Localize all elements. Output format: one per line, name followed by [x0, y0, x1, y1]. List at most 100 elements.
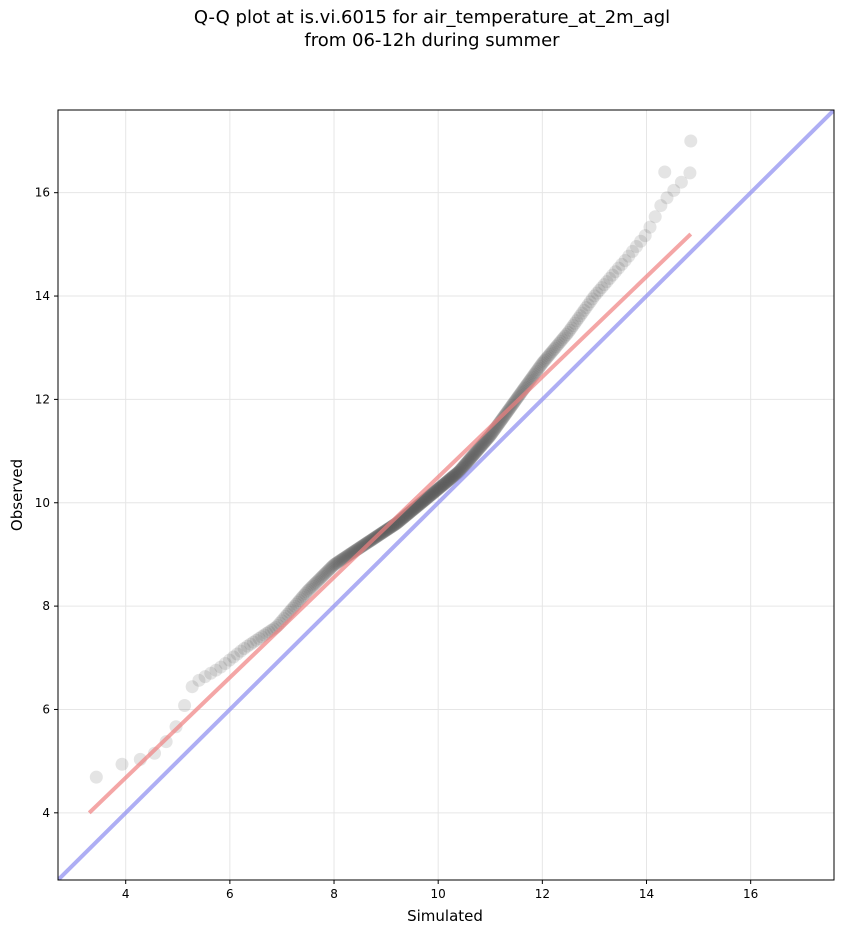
qq-point	[464, 451, 478, 465]
qq-point	[583, 295, 597, 309]
qq-point	[418, 493, 432, 507]
qq-point	[336, 552, 350, 566]
qq-point	[566, 319, 580, 333]
plot-frame	[57, 109, 835, 881]
qq-point	[334, 553, 348, 567]
qq-point	[420, 491, 434, 505]
qq-point	[448, 468, 462, 482]
qq-point	[303, 582, 317, 596]
qq-point	[555, 333, 569, 347]
qq-point	[442, 473, 456, 487]
qq-point	[333, 554, 347, 568]
qq-point	[424, 488, 438, 502]
qq-point	[218, 656, 232, 670]
qq-point	[429, 484, 443, 498]
qq-point	[547, 343, 561, 357]
qq-point	[472, 441, 486, 455]
qq-point	[427, 485, 441, 499]
qq-point	[585, 292, 599, 306]
qq-point	[412, 498, 426, 512]
qq-point	[335, 553, 349, 567]
qq-point	[457, 459, 471, 473]
qq-point	[470, 444, 484, 458]
qq-point	[540, 351, 554, 365]
qq-point	[450, 467, 464, 481]
qq-point	[552, 336, 566, 350]
qq-point	[683, 166, 697, 180]
qq-point	[590, 286, 604, 300]
qq-point	[477, 436, 491, 450]
qq-point	[495, 412, 509, 426]
qq-point	[558, 329, 572, 343]
qq-point	[329, 557, 343, 571]
qq-point	[600, 275, 614, 289]
y-tick-label: 4	[42, 806, 50, 820]
qq-point	[430, 483, 444, 497]
qq-point	[358, 537, 372, 551]
qq-point	[314, 570, 328, 584]
qq-point	[431, 482, 445, 496]
qq-point	[612, 261, 626, 275]
qq-point	[461, 454, 475, 468]
qq-point	[425, 487, 439, 501]
qq-point	[311, 574, 325, 588]
qq-point	[424, 488, 438, 502]
qq-point	[435, 479, 449, 493]
qq-point	[441, 474, 455, 488]
qq-point	[294, 592, 308, 606]
qq-point	[459, 457, 473, 471]
qq-point	[531, 363, 545, 377]
qq-point	[528, 366, 542, 380]
qq-point	[477, 436, 491, 450]
qq-point	[433, 481, 447, 495]
qq-point	[415, 496, 429, 510]
qq-point	[428, 484, 442, 498]
y-tick-label: 6	[42, 702, 50, 716]
qq-point	[379, 523, 393, 537]
qq-point	[446, 470, 460, 484]
qq-point	[425, 487, 439, 501]
qq-point	[560, 327, 574, 341]
qq-point	[434, 480, 448, 494]
qq-point	[549, 340, 563, 354]
qq-point	[474, 440, 488, 454]
qq-point	[317, 568, 331, 582]
qq-point	[204, 666, 218, 680]
qq-point	[328, 557, 342, 571]
qq-point	[464, 450, 478, 464]
qq-point	[178, 698, 192, 712]
qq-point	[257, 628, 271, 642]
qq-point	[380, 523, 394, 537]
qq-point	[643, 220, 657, 234]
qq-point	[541, 349, 555, 363]
qq-point	[532, 361, 546, 375]
qq-point	[465, 450, 479, 464]
qq-point	[561, 325, 575, 339]
qq-point	[148, 746, 162, 760]
qq-point	[411, 499, 425, 513]
qq-point	[570, 314, 584, 328]
x-tick-label: 16	[743, 887, 758, 901]
qq-point	[297, 588, 311, 602]
qq-point	[535, 356, 549, 370]
qq-point	[416, 495, 430, 509]
chart-title-line1: Q-Q plot at is.vi.6015 for air_temperatu…	[193, 7, 671, 28]
qq-point	[291, 595, 305, 609]
qq-point	[554, 335, 568, 349]
qq-point	[462, 453, 476, 467]
qq-point	[557, 331, 571, 345]
qq-point	[654, 199, 668, 213]
qq-point	[428, 485, 442, 499]
qq-point	[564, 321, 578, 335]
qq-point	[321, 563, 335, 577]
qq-point	[439, 475, 453, 489]
identity-line	[58, 110, 834, 880]
qq-point	[433, 480, 447, 494]
qq-point	[214, 660, 228, 674]
qq-point	[608, 265, 622, 279]
qq-point	[634, 234, 648, 248]
qq-point	[455, 462, 469, 476]
y-tick-label: 12	[35, 392, 50, 406]
qq-point	[327, 558, 341, 572]
qq-point	[432, 481, 446, 495]
